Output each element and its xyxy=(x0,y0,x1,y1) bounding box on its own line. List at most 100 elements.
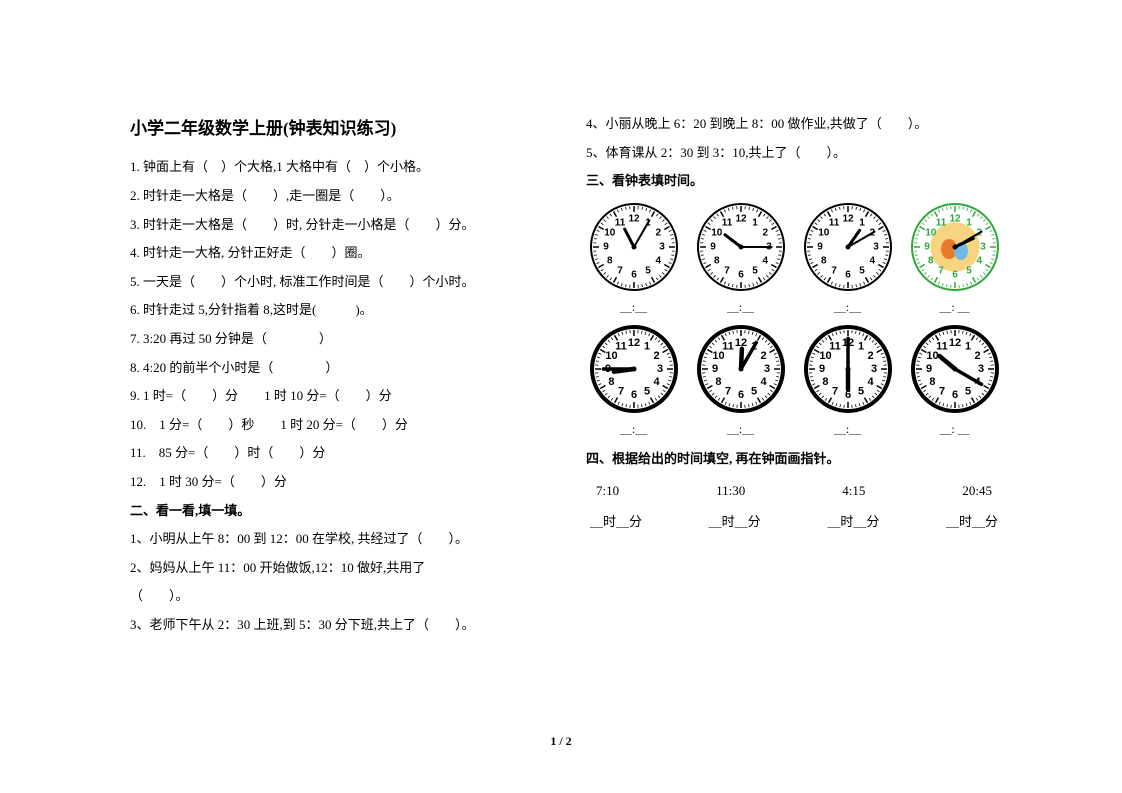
svg-text:1: 1 xyxy=(857,341,863,353)
svg-text:2: 2 xyxy=(762,227,768,238)
q1-1: 1. 钟面上有（ ）个大格,1 大格中有（ ）个小格。 xyxy=(130,153,546,182)
q1-12: 12. 1 时 30 分=（ ）分 xyxy=(130,468,546,497)
svg-text:10: 10 xyxy=(711,227,723,238)
svg-text:12: 12 xyxy=(949,213,961,224)
clock-blank: ＿:＿ xyxy=(693,416,788,442)
clock-icon: 123456789101112 xyxy=(589,324,679,414)
svg-text:1: 1 xyxy=(859,217,865,228)
svg-text:1: 1 xyxy=(752,217,758,228)
svg-text:8: 8 xyxy=(713,255,719,266)
clock-blank: ＿:＿ xyxy=(800,416,895,442)
clock-cell: 123456789101112＿:＿ xyxy=(800,202,895,320)
svg-text:12: 12 xyxy=(735,213,747,224)
q4-blank-1: ＿时＿分 xyxy=(590,508,642,537)
clocks-grid: 123456789101112＿:＿123456789101112＿:＿1234… xyxy=(586,202,1002,443)
clock-cell: 123456789101112＿: ＿ xyxy=(907,202,1002,320)
svg-text:8: 8 xyxy=(820,255,826,266)
q2-4: 4、小丽从晚上 6：20 到晚上 8：00 做作业,共做了（ ）。 xyxy=(586,110,1002,139)
clock-icon: 123456789101112 xyxy=(910,202,1000,292)
q1-8: 8. 4:20 的前半个小时是（ ） xyxy=(130,354,546,383)
section4-title: 四、根据给出的时间填空, 再在钟面画指针。 xyxy=(586,445,1002,474)
q1-7: 7. 3:20 再过 50 分钟是（ ） xyxy=(130,325,546,354)
svg-text:8: 8 xyxy=(927,255,933,266)
clock-icon: 123456789101112 xyxy=(803,202,893,292)
svg-text:2: 2 xyxy=(653,350,659,362)
svg-text:10: 10 xyxy=(604,227,616,238)
svg-text:4: 4 xyxy=(655,255,661,266)
svg-text:7: 7 xyxy=(617,386,623,398)
svg-text:11: 11 xyxy=(935,217,946,228)
svg-text:2: 2 xyxy=(760,350,766,362)
svg-text:9: 9 xyxy=(925,363,931,375)
q4-time-4: 20:45 xyxy=(962,477,992,506)
svg-text:5: 5 xyxy=(643,386,649,398)
svg-text:9: 9 xyxy=(817,241,823,252)
clock-blank: ＿: ＿ xyxy=(907,416,1002,442)
svg-text:7: 7 xyxy=(938,386,944,398)
clock-cell: 123456789101112＿:＿ xyxy=(693,324,788,442)
svg-text:3: 3 xyxy=(763,363,769,375)
clock-blank: ＿:＿ xyxy=(586,294,681,320)
svg-text:7: 7 xyxy=(724,266,730,277)
svg-text:1: 1 xyxy=(643,341,649,353)
page-footer: 1 / 2 xyxy=(0,734,1122,749)
svg-text:7: 7 xyxy=(831,266,837,277)
clock-cell: 123456789101112＿: ＿ xyxy=(907,324,1002,442)
q4-blank-3: ＿时＿分 xyxy=(827,508,879,537)
svg-text:2: 2 xyxy=(655,227,661,238)
q2-3: 3、老师下午从 2：30 上班,到 5：30 分下班,共上了（ ）。 xyxy=(130,611,546,640)
svg-text:1: 1 xyxy=(964,341,970,353)
clock-icon: 123456789101112 xyxy=(589,202,679,292)
svg-text:4: 4 xyxy=(869,255,875,266)
svg-text:7: 7 xyxy=(938,266,944,277)
clock-cell: 123456789101112＿:＿ xyxy=(586,324,681,442)
clock-blank: ＿:＿ xyxy=(800,294,895,320)
q4-time-2: 11:30 xyxy=(716,477,745,506)
svg-text:11: 11 xyxy=(828,217,839,228)
clock-cell: 123456789101112＿:＿ xyxy=(586,202,681,320)
q4-blank-2: ＿时＿分 xyxy=(709,508,761,537)
clock-cell: 123456789101112＿:＿ xyxy=(800,324,895,442)
svg-text:3: 3 xyxy=(656,363,662,375)
q1-5: 5. 一天是（ ）个小时, 标准工作时间是（ ）个小时。 xyxy=(130,268,546,297)
svg-text:8: 8 xyxy=(606,255,612,266)
q1-6: 6. 时针走过 5,分针指着 8,这时是( )。 xyxy=(130,296,546,325)
q1-4: 4. 时针走一大格, 分针正好走（ ）圈。 xyxy=(130,239,546,268)
svg-text:11: 11 xyxy=(614,217,625,228)
q1-3: 3. 时针走一大格是（ ）时, 分针走一小格是（ ）分。 xyxy=(130,211,546,240)
svg-text:10: 10 xyxy=(818,227,830,238)
q4-times-row: 7:10 11:30 4:15 20:45 xyxy=(586,477,1002,506)
svg-text:4: 4 xyxy=(976,255,982,266)
svg-text:9: 9 xyxy=(710,241,716,252)
svg-text:3: 3 xyxy=(659,241,665,252)
clock-cell: 123456789101112＿:＿ xyxy=(693,202,788,320)
svg-text:8: 8 xyxy=(929,376,935,388)
svg-text:6: 6 xyxy=(630,389,636,401)
svg-text:12: 12 xyxy=(948,337,960,349)
svg-text:11: 11 xyxy=(829,341,841,353)
svg-text:5: 5 xyxy=(859,266,865,277)
svg-text:1: 1 xyxy=(966,217,972,228)
q4-blank-4: ＿时＿分 xyxy=(946,508,998,537)
svg-text:6: 6 xyxy=(951,389,957,401)
svg-text:6: 6 xyxy=(737,389,743,401)
svg-text:12: 12 xyxy=(627,337,639,349)
svg-text:12: 12 xyxy=(842,213,854,224)
worksheet-title: 小学二年级数学上册(钟表知识练习) xyxy=(130,110,546,147)
svg-text:8: 8 xyxy=(608,376,614,388)
svg-text:11: 11 xyxy=(722,341,734,353)
svg-text:3: 3 xyxy=(980,241,986,252)
svg-text:3: 3 xyxy=(977,363,983,375)
svg-text:9: 9 xyxy=(818,363,824,375)
svg-text:9: 9 xyxy=(711,363,717,375)
svg-text:5: 5 xyxy=(750,386,756,398)
svg-text:8: 8 xyxy=(822,376,828,388)
q1-9: 9. 1 时=（ ）分 1 时 10 分=（ ）分 xyxy=(130,382,546,411)
svg-text:11: 11 xyxy=(615,341,627,353)
q2-2b: （ ）。 xyxy=(130,582,546,611)
svg-text:2: 2 xyxy=(974,350,980,362)
svg-text:4: 4 xyxy=(760,376,767,388)
q4-time-3: 4:15 xyxy=(842,477,865,506)
svg-text:5: 5 xyxy=(964,386,970,398)
svg-text:8: 8 xyxy=(715,376,721,388)
